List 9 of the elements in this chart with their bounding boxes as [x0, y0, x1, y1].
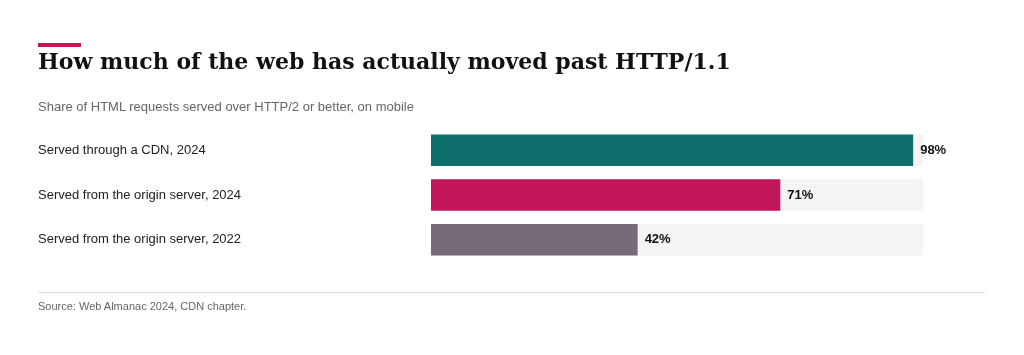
y-tick-label: Served through a CDN, 2024	[38, 141, 206, 157]
data-label: 42%	[644, 231, 672, 247]
chart-title: How much of the web has actually moved past HTTP/1.1	[38, 48, 731, 74]
y-tick-label: Served from the origin server, 2022	[38, 231, 242, 247]
text: Share of HTML requests served over HTTP/2 or better, on mobile	[38, 99, 414, 114]
data-label: 98%	[920, 141, 947, 157]
source-note: Source: Web Almanac 2024, CDN chapter.	[38, 300, 247, 312]
y-tick-label: Served from the origin server, 2024	[38, 186, 242, 202]
data-label: 71%	[787, 186, 814, 202]
